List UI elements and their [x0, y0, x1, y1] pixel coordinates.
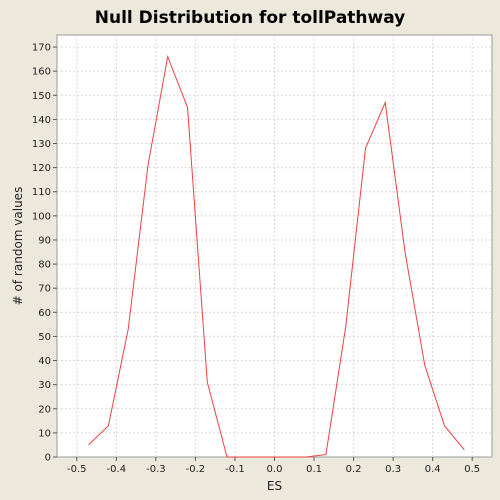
y-tick-label: 110 — [32, 187, 51, 198]
series-line — [88, 54, 465, 458]
x-tick-label: 0.2 — [346, 464, 362, 475]
y-tick-label: 0 — [45, 453, 51, 464]
y-tick-label: 140 — [32, 115, 51, 126]
x-tick-label: 0.0 — [267, 464, 283, 475]
x-tick-label: 0.1 — [306, 464, 322, 475]
y-tick-label: 40 — [38, 356, 51, 367]
y-tick-label: 30 — [38, 380, 51, 391]
x-tick-label: -0.2 — [186, 464, 206, 475]
y-tick-label: 150 — [32, 91, 51, 102]
y-tick-label: 80 — [38, 260, 51, 271]
axes: -0.5 -0.4 -0.3 -0.2 -0.1 0.0 0.1 0.2 0.3 0.4 0.5 0 1… — [32, 43, 480, 475]
y-tick-label: 130 — [32, 139, 51, 150]
y-tick-label: 100 — [32, 211, 51, 222]
x-tick-label: 0.5 — [464, 464, 480, 475]
y-axis-label: # of random values — [11, 187, 25, 306]
x-axis-label: ES — [267, 479, 282, 493]
y-tick-label: 70 — [38, 284, 51, 295]
y-tick-label: 90 — [38, 235, 51, 246]
x-tick-label: -0.4 — [107, 464, 127, 475]
x-tick-label: -0.5 — [67, 464, 87, 475]
x-tick-label: -0.3 — [146, 464, 166, 475]
grid — [57, 35, 492, 457]
x-tick-label: -0.1 — [225, 464, 245, 475]
y-tick-label: 120 — [32, 163, 51, 174]
y-tick-label: 60 — [38, 308, 51, 319]
plot-area — [56, 34, 493, 458]
y-tick-label: 50 — [38, 332, 51, 343]
x-tick-label: 0.4 — [425, 464, 441, 475]
y-tick-label: 160 — [32, 67, 51, 78]
y-tick-label: 10 — [38, 428, 51, 439]
x-tick-label: 0.3 — [385, 464, 401, 475]
y-tick-label: 20 — [38, 404, 51, 415]
y-tick-label: 170 — [32, 43, 51, 54]
series-layer — [88, 54, 465, 458]
chart-title: Null Distribution for tollPathway — [95, 8, 406, 28]
